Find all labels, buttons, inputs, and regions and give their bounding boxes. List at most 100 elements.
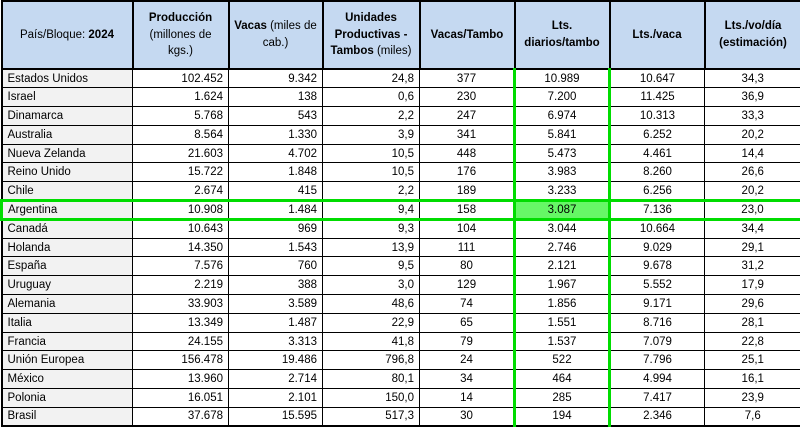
value-cell: 10.313 [609,106,705,126]
value-cell: 29,6 [704,294,800,314]
value-cell: 2.674 [132,181,229,202]
value-cell: 28,1 [704,312,800,333]
value-cell: 8.564 [132,124,229,145]
country-cell: Alemania [1,294,133,314]
value-cell: 3.233 [513,181,611,202]
value-cell: 7.136 [609,199,705,221]
value-cell: 80,1 [322,369,420,390]
value-cell: 25,1 [704,350,800,371]
value-cell: 2.746 [513,237,611,258]
value-cell: 10.664 [609,218,705,239]
value-cell: 8.260 [609,162,705,183]
value-cell: 4.994 [609,369,705,390]
value-cell: 13,9 [322,237,420,258]
value-cell: 4.461 [609,143,705,164]
table-row: Polonia 16.051 2.101 150,0 14 285 7.417 23,9 [1,388,800,408]
value-cell: 16,1 [704,369,800,390]
col-header-pais-bloque: País/Bloque: 2024 [0,0,134,70]
value-cell: 5.552 [609,275,705,296]
table-row: Unión Europea 156.478 19.486 796,8 24 522 7.79… [1,350,800,371]
country-cell: Holanda [1,237,133,258]
header-row: País/Bloque: 2024 Producción (millones d… [0,0,800,70]
table-row: Brasil 37.678 15.595 517,3 30 194 2.346 7,6 [1,406,800,427]
value-cell: 448 [419,143,515,164]
table-row: Nueva Zelanda 21.603 4.702 10,5 448 5.473 4.46… [1,143,800,164]
value-cell: 377 [419,68,515,89]
value-cell: 48,6 [322,294,420,314]
country-cell: Australia [1,124,133,145]
value-cell: 21.603 [132,143,229,164]
value-cell: 3,9 [322,124,420,145]
value-cell: 969 [228,218,323,239]
col-header-year: 2024 [88,28,114,41]
value-cell: 23,9 [704,388,800,408]
value-cell: 37.678 [132,406,229,427]
value-cell: 1.848 [228,162,323,183]
value-cell: 341 [419,124,515,145]
value-cell: 1.543 [228,237,323,258]
table-row: Israel 1.624 138 0,6 230 7.200 11.425 36,9 [1,87,800,108]
value-cell: 34,4 [704,218,800,239]
value-cell: 7,6 [704,406,800,427]
value-cell: 16.051 [132,388,229,408]
value-cell: 9,3 [322,218,420,239]
country-cell: Unión Europea [1,350,133,371]
table-row: Uruguay 2.219 388 3,0 129 1.967 5.552 17,9 [1,275,800,296]
value-cell: 79 [419,331,515,352]
value-cell: 194 [513,406,611,427]
value-cell: 13.960 [132,369,229,390]
country-cell: Estados Unidos [1,68,133,89]
value-cell: 285 [513,388,611,408]
value-cell: 7.200 [513,87,611,108]
value-cell: 3.589 [228,294,323,314]
value-cell: 20,2 [704,124,800,145]
value-cell: 176 [419,162,515,183]
table-row: Alemania 33.903 3.589 48,6 74 1.856 9.171 29,6 [1,294,800,314]
value-cell: 6.256 [609,181,705,202]
value-cell: 10.647 [609,68,705,89]
value-cell: 9.029 [609,237,705,258]
value-cell: 2.121 [513,256,611,277]
value-cell: 3.983 [513,162,611,183]
table-row: Australia 8.564 1.330 3,9 341 5.841 6.252 20,2 [1,124,800,145]
value-cell: 1.537 [513,331,611,352]
value-cell: 6.252 [609,124,705,145]
value-cell: 10.643 [132,218,229,239]
value-cell: 10,5 [322,143,420,164]
col-header-unidades-productivas: Unidades Productivas - Tambos (miles) [321,0,421,70]
value-cell: 4.702 [228,143,323,164]
value-cell: 543 [228,106,323,126]
col-header-produccion: Producción (millones de kgs.) [131,0,230,70]
value-cell: 3.044 [513,218,611,239]
value-cell: 1.487 [228,312,323,333]
value-cell: 9.678 [609,256,705,277]
value-cell: 7.079 [609,331,705,352]
value-cell: 1.551 [513,312,611,333]
value-cell: 1.856 [513,294,611,314]
value-cell: 138 [228,87,323,108]
country-cell: Israel [1,87,133,108]
country-cell: Reino Unido [1,162,133,183]
country-cell: Dinamarca [1,106,133,126]
value-cell: 36,9 [704,87,800,108]
value-cell: 31,2 [704,256,800,277]
value-cell: 2.219 [132,275,229,296]
value-cell: 517,3 [322,406,420,427]
value-cell: 15.595 [228,406,323,427]
col-header-lts-diarios-tambo: Lts. diarios/tambo [513,0,611,70]
country-cell: México [1,369,133,390]
value-cell: 15.722 [132,162,229,183]
table-row: Holanda 14.350 1.543 13,9 111 2.746 9.029 29,1 [1,237,800,258]
value-cell: 102.452 [132,68,229,89]
value-cell: 760 [228,256,323,277]
value-cell: 10.908 [132,199,229,221]
country-cell: Canadá [1,218,133,239]
value-cell: 2,2 [322,106,420,126]
value-cell: 9,5 [322,256,420,277]
value-cell: 522 [513,350,611,371]
value-cell: 0,6 [322,87,420,108]
table-row: Reino Unido 15.722 1.848 10,5 176 3.983 8.260 2… [1,162,800,183]
value-cell: 796,8 [322,350,420,371]
table-row: Canadá 10.643 969 9,3 104 3.044 10.664 34,4 [1,218,800,239]
